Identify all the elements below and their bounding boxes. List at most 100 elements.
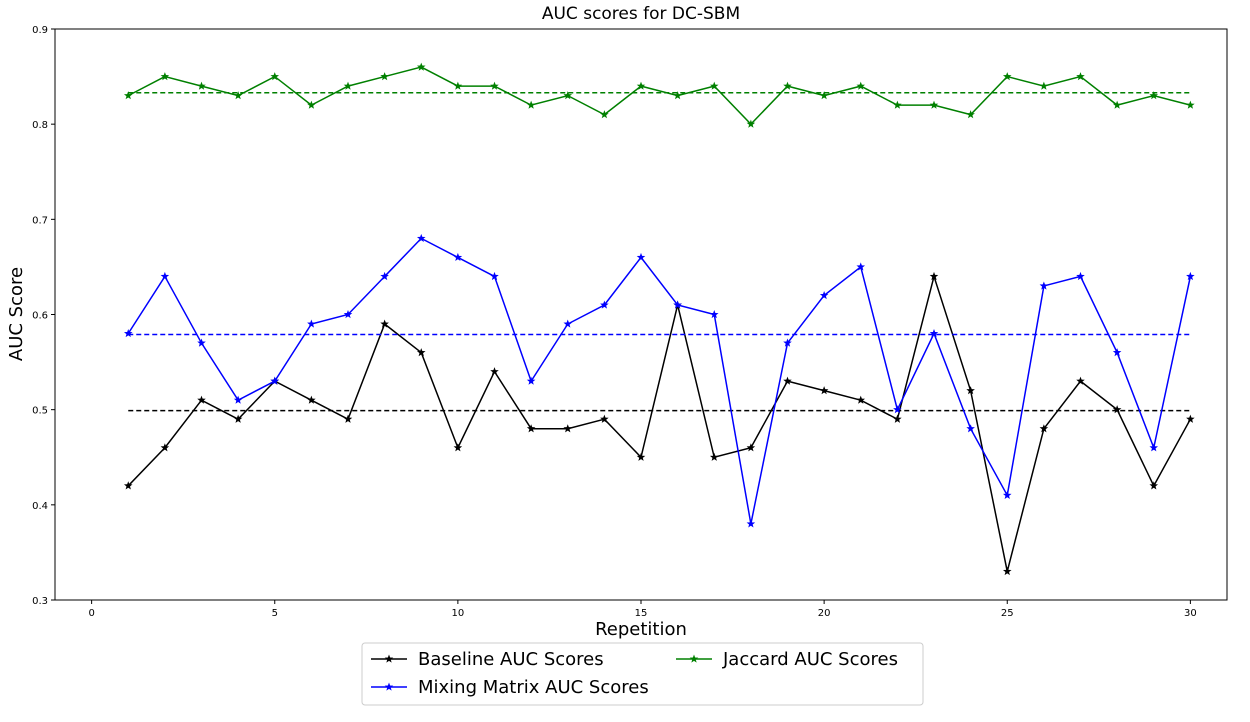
data-point [1039,281,1049,290]
data-point [1149,443,1159,452]
data-point [233,414,243,423]
data-point [380,319,389,328]
data-point [563,91,573,100]
y-tick-label: 0.8 [32,120,48,131]
data-point [416,348,426,357]
legend-label: Mixing Matrix AUC Scores [418,677,649,698]
data-point [929,271,939,281]
x-tick-label: 20 [818,608,831,619]
data-point [673,300,682,309]
data-point [453,252,463,262]
legend-item: Mixing Matrix AUC Scores [371,677,649,698]
data-point [1039,81,1049,90]
plot-area [123,62,1195,576]
data-point [563,424,573,433]
data-point [490,81,499,90]
x-tick-label: 15 [635,608,648,619]
data-point [966,424,975,433]
data-point [1186,100,1195,109]
data-point [1112,348,1122,357]
data-point [893,414,902,423]
data-point [966,110,975,119]
legend-label: Baseline AUC Scores [418,649,604,670]
data-point [746,443,756,452]
data-point [1186,414,1195,423]
legend-marker [384,654,394,663]
series-line-jaccard-auc-scores [127,66,1191,126]
legend-marker [384,682,394,691]
data-point [1002,490,1012,499]
data-point [416,62,426,71]
data-point [819,91,829,100]
data-point [893,405,902,414]
y-tick-label: 0.4 [32,501,48,512]
data-point [197,81,206,90]
x-tick-label: 10 [452,608,465,619]
data-point [819,290,829,300]
data-point [600,414,609,423]
data-point [929,329,939,338]
data-point [1112,100,1122,109]
x-tick-label: 5 [272,608,278,619]
legend: Baseline AUC Scores Mixing Matrix AUC Sco… [361,642,924,706]
x-tick-label: 25 [1001,608,1014,619]
plot-frame [54,28,1228,601]
series-line-mixing-matrix-auc-scores [127,237,1192,525]
data-point [233,395,243,404]
data-point [1002,72,1012,81]
data-point [636,452,646,461]
legend-label: Jaccard AUC Scores [722,649,898,670]
data-point [123,91,133,100]
data-point [600,300,609,309]
data-point [1112,405,1122,414]
data-point [1076,376,1085,385]
x-tick-label: 30 [1184,608,1197,619]
y-tick-label: 0.9 [32,25,48,36]
data-point [709,452,719,461]
data-point [307,319,316,328]
data-point [746,519,756,528]
data-point [526,376,536,385]
data-point [856,262,866,271]
data-point [709,310,719,319]
data-point [1076,271,1085,281]
data-point [233,91,243,100]
data-point [197,395,206,404]
data-point [160,72,170,81]
data-point [197,338,206,347]
y-tick-label: 0.6 [32,311,48,322]
data-point [270,72,280,81]
data-point [1186,271,1195,281]
data-point [783,338,792,347]
data-point [343,81,353,90]
data-point [1002,566,1012,576]
data-point [160,271,170,281]
data-point [1039,424,1049,433]
data-point [453,443,463,452]
data-point [123,329,133,338]
data-point [1149,481,1159,490]
axis-ticks: 0 5 10 15 20 25 30 0.3 0.4 0.5 0.6 0.7 0.8 0.9 [32,25,1197,619]
data-point [270,376,280,385]
data-point [526,100,536,109]
data-point [893,100,902,109]
data-point [380,271,389,281]
data-point [783,376,792,385]
data-point [490,367,499,376]
x-tick-label: 0 [88,608,94,619]
data-point [819,386,829,395]
data-point [600,110,609,119]
data-point [160,443,170,452]
legend-marker [689,654,699,663]
data-point [1076,72,1085,81]
data-point [380,72,389,81]
data-point [307,100,316,109]
data-point [1149,91,1159,100]
y-tick-label: 0.5 [32,406,48,417]
data-point [563,319,573,328]
data-point [856,395,866,404]
x-axis-label: Repetition [595,619,687,640]
data-point [746,119,756,128]
series-baseline-auc-scores [123,271,1195,576]
